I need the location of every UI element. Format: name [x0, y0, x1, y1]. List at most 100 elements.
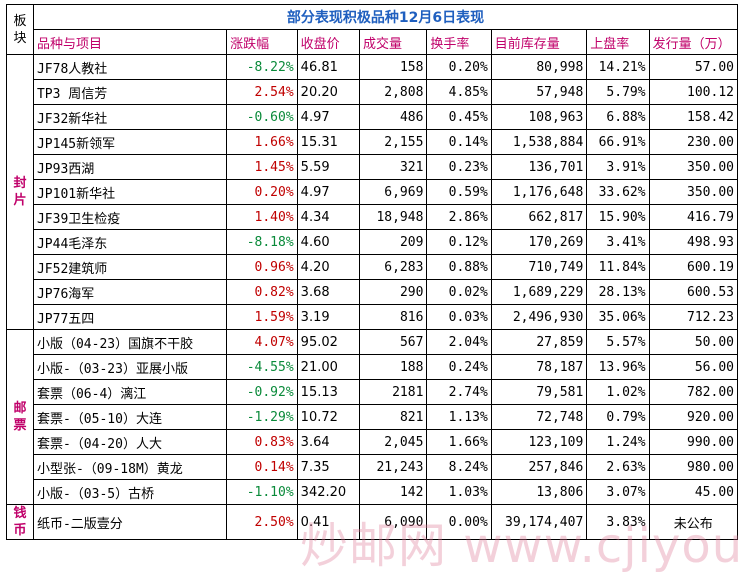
- cell-listing: 5.57%: [586, 329, 650, 355]
- cell-close: 46.81: [296, 54, 360, 80]
- cell-close: 4.97: [296, 179, 360, 205]
- cell-change: 0.83%: [226, 429, 298, 455]
- table-row: JP77五四 1.59% 3.19 816 0.03% 2,496,930 35.06% 71…: [7, 304, 739, 330]
- cell-name: 小型张-（09-18M）黄龙: [32, 454, 228, 480]
- cell-volume: 209: [358, 229, 428, 255]
- cell-name: JF78人教社: [32, 54, 228, 80]
- cell-listing: 3.83%: [586, 504, 650, 540]
- cell-volume: 2,155: [358, 129, 428, 155]
- cell-issue: 57.00: [648, 54, 739, 80]
- table-row: 套票-（05-10）大连 -1.29% 10.72 821 1.13% 72,748 0.7…: [7, 404, 739, 430]
- cell-turnover: 0.24%: [426, 354, 492, 380]
- cell-listing: 5.79%: [586, 79, 650, 105]
- cell-close: 4.34: [296, 204, 360, 230]
- cell-stock: 2,496,930: [490, 304, 588, 330]
- table-row: 封片 JF78人教社 -8.22% 46.81 158 0.20% 80,998 14.21%…: [6, 54, 739, 330]
- cell-turnover: 8.24%: [426, 454, 492, 480]
- cell-close: 20.20: [296, 79, 360, 105]
- cell-stock: 80,998: [490, 54, 588, 80]
- cell-listing: 13.96%: [586, 354, 650, 380]
- header-volume: 成交量: [358, 29, 428, 55]
- table-row: TP3 周信芳 2.54% 20.20 2,808 4.85% 57,948 5.79% 10…: [7, 79, 739, 105]
- cell-issue: 600.53: [648, 279, 739, 305]
- cell-change: 1.59%: [226, 304, 298, 330]
- cell-name: JP76海军: [32, 279, 228, 305]
- cell-stock: 72,748: [490, 404, 588, 430]
- cell-listing: 33.62%: [586, 179, 650, 205]
- cell-volume: 567: [358, 329, 428, 355]
- cell-change: 0.82%: [226, 279, 298, 305]
- cell-stock: 1,176,648: [490, 179, 588, 205]
- cell-turnover: 0.45%: [426, 104, 492, 130]
- cell-listing: 6.88%: [586, 104, 650, 130]
- table-title: 部分表现积极品种12月6日表现: [32, 4, 739, 30]
- header-name: 品种与项目: [32, 29, 228, 55]
- cell-volume: 2,045: [358, 429, 428, 455]
- header-listing-rate: 上盘率: [586, 29, 650, 55]
- cell-volume: 158: [358, 54, 428, 80]
- cell-issue: 100.12: [648, 79, 739, 105]
- table-row: 小版-（03-5）古桥 -1.10% 342.20 142 1.03% 13,806 3.0…: [7, 479, 739, 505]
- cell-volume: 290: [358, 279, 428, 305]
- cell-issue: 990.00: [648, 429, 739, 455]
- cell-turnover: 0.23%: [426, 154, 492, 180]
- cell-volume: 6,969: [358, 179, 428, 205]
- table-row: JP76海军 0.82% 3.68 290 0.02% 1,689,229 28.13% 60…: [7, 279, 739, 305]
- header-turnover: 换手率: [426, 29, 492, 55]
- cell-volume: 486: [358, 104, 428, 130]
- cell-issue: 50.00: [648, 329, 739, 355]
- cell-volume: 18,948: [358, 204, 428, 230]
- cell-stock: 710,749: [490, 254, 588, 280]
- cell-listing: 1.02%: [586, 379, 650, 405]
- cell-name: JP145新领军: [32, 129, 228, 155]
- cell-change: -8.22%: [226, 54, 298, 80]
- cell-close: 15.13: [296, 379, 360, 405]
- cell-close: 4.97: [296, 104, 360, 130]
- cell-listing: 66.91%: [586, 129, 650, 155]
- cell-name: JP101新华社: [32, 179, 228, 205]
- header-issue: 发行量（万）: [648, 29, 739, 55]
- cell-issue: 350.00: [648, 154, 739, 180]
- cell-close: 10.72: [296, 404, 360, 430]
- cell-name: 小版-（03-5）古桥: [32, 479, 228, 505]
- cell-issue: 920.00: [648, 404, 739, 430]
- cell-close: 342.20: [296, 479, 360, 505]
- cell-change: 0.20%: [226, 179, 298, 205]
- cell-listing: 2.63%: [586, 454, 650, 480]
- cell-name: JF39卫生检疫: [32, 204, 228, 230]
- stock-table: 板块 部分表现积极品种12月6日表现 品种与项目 涨跌幅 收盘价 成交量 换手率…: [6, 4, 739, 540]
- cell-change: -1.10%: [226, 479, 298, 505]
- table-row: JF52建筑师 0.96% 4.20 6,283 0.88% 710,749 11.84% 6…: [7, 254, 739, 280]
- cell-listing: 0.79%: [586, 404, 650, 430]
- table-row: 套票-（04-20）人大 0.83% 3.64 2,045 1.66% 123,109 1.…: [7, 429, 739, 455]
- table-row: JP101新华社 0.20% 4.97 6,969 0.59% 1,176,648 33.6…: [7, 179, 739, 205]
- cell-change: 2.54%: [226, 79, 298, 105]
- table-row: JF39卫生检疫 1.40% 4.34 18,948 2.86% 662,817 15.90…: [7, 204, 739, 230]
- cell-turnover: 0.02%: [426, 279, 492, 305]
- cell-issue: 未公布: [648, 504, 739, 540]
- cell-close: 3.19: [296, 304, 360, 330]
- cell-stock: 108,963: [490, 104, 588, 130]
- cell-listing: 3.91%: [586, 154, 650, 180]
- table-row: JP44毛泽东 -8.18% 4.60 209 0.12% 170,269 3.41% 498…: [7, 229, 739, 255]
- cell-volume: 2,808: [358, 79, 428, 105]
- cell-issue: 782.00: [648, 379, 739, 405]
- group-label: 钱币: [6, 504, 34, 540]
- cell-name: 小版（04-23）国旗不干胶: [32, 329, 228, 355]
- cell-change: 0.96%: [226, 254, 298, 280]
- cell-stock: 170,269: [490, 229, 588, 255]
- cell-volume: 321: [358, 154, 428, 180]
- cell-stock: 57,948: [490, 79, 588, 105]
- cell-stock: 1,689,229: [490, 279, 588, 305]
- cell-close: 3.68: [296, 279, 360, 305]
- cell-volume: 6,283: [358, 254, 428, 280]
- cell-listing: 28.13%: [586, 279, 650, 305]
- cell-volume: 2181: [358, 379, 428, 405]
- cell-close: 5.59: [296, 154, 360, 180]
- header-block: 板块: [6, 4, 34, 55]
- cell-turnover: 1.66%: [426, 429, 492, 455]
- cell-listing: 1.24%: [586, 429, 650, 455]
- cell-change: 0.14%: [226, 454, 298, 480]
- cell-issue: 498.93: [648, 229, 739, 255]
- cell-listing: 3.07%: [586, 479, 650, 505]
